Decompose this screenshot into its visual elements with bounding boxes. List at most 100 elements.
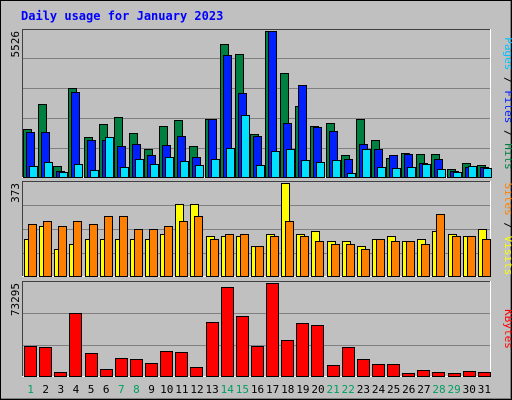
bar-pages-day-30	[468, 166, 477, 178]
bar-pages-day-25	[392, 168, 401, 178]
y-axis-max-label: 5526	[9, 31, 22, 58]
panel-legend-hits: Pages / Files / Hits	[502, 37, 512, 170]
bar-pages-day-15	[241, 115, 250, 178]
bar-pages-day-20	[316, 162, 325, 178]
legend-sites: Sites	[502, 183, 512, 216]
bar-kbytes-day-12	[190, 367, 203, 377]
bar-sites-day-29	[452, 236, 461, 277]
bar-sites-day-21	[331, 244, 340, 277]
x-tick-label-day-25: 25	[387, 383, 400, 396]
x-tick-label-day-24: 24	[372, 383, 386, 396]
x-tick-label-day-5: 5	[88, 383, 95, 396]
bar-kbytes-day-19	[296, 323, 309, 377]
bar-sites-day-24	[376, 239, 385, 277]
bar-pages-day-26	[407, 167, 416, 178]
bar-kbytes-day-14	[221, 287, 234, 377]
bar-kbytes-day-28	[432, 372, 445, 377]
x-tick-label-day-1: 1	[27, 383, 34, 396]
x-tick-label-day-13: 13	[205, 383, 218, 396]
bar-sites-day-16	[255, 246, 264, 277]
bar-sites-day-7	[119, 216, 128, 277]
bar-kbytes-day-13	[206, 322, 219, 377]
bar-sites-day-31	[482, 239, 491, 277]
bar-pages-day-11	[180, 161, 189, 178]
x-tick-label-day-4: 4	[73, 383, 80, 396]
bar-kbytes-day-27	[417, 370, 430, 377]
bar-sites-day-19	[300, 236, 309, 277]
x-tick-label-day-18: 18	[281, 383, 294, 396]
x-tick-label-day-22: 22	[342, 383, 355, 396]
bar-pages-day-22	[347, 173, 356, 178]
bar-pages-day-4	[74, 164, 83, 178]
bar-sites-day-18	[285, 221, 294, 277]
x-tick-label-day-14: 14	[221, 383, 235, 396]
bar-pages-day-31	[483, 168, 492, 178]
bar-kbytes-day-29	[448, 373, 461, 377]
bar-sites-day-15	[240, 234, 249, 277]
bar-kbytes-day-24	[372, 364, 385, 377]
bar-kbytes-day-30	[463, 371, 476, 377]
bar-pages-day-6	[105, 137, 114, 178]
x-tick-label-day-30: 30	[463, 383, 476, 396]
bar-kbytes-day-6	[100, 369, 113, 377]
bar-pages-day-5	[90, 170, 99, 178]
legend-hits: Hits	[502, 143, 512, 170]
x-tick-label-day-8: 8	[133, 383, 140, 396]
bar-pages-day-7	[120, 167, 129, 178]
panel-legend-kbytes: KBytes	[502, 309, 512, 349]
bar-kbytes-day-18	[281, 340, 294, 377]
legend-pages: Pages	[502, 37, 512, 70]
panel-hits: 5526 Pages / Files / Hits	[9, 29, 512, 178]
bar-sites-day-13	[210, 239, 219, 277]
x-tick-label-day-23: 23	[357, 383, 370, 396]
chart-title: Daily usage for January 2023	[21, 9, 223, 23]
bar-sites-day-8	[134, 229, 143, 277]
bar-kbytes-day-11	[175, 352, 188, 377]
bar-sites-day-12	[194, 216, 203, 277]
panel-visits: 373 Sites / Visits	[9, 181, 512, 277]
bar-kbytes-day-3	[54, 372, 67, 377]
bar-kbytes-day-26	[402, 373, 415, 377]
bar-kbytes-day-16	[251, 346, 264, 377]
x-tick-label-day-6: 6	[103, 383, 110, 396]
bar-sites-day-5	[89, 224, 98, 277]
bar-sites-day-11	[179, 221, 188, 277]
x-tick-label-day-27: 27	[417, 383, 430, 396]
x-axis-labels: 1 2 3 4 5 6 7 8 9 10 11 12 13 14 15 16 17 18 19 20 21 22 23 24 2…	[27, 383, 491, 396]
x-tick-label-day-12: 12	[190, 383, 203, 396]
x-tick-label-day-28: 28	[432, 383, 445, 396]
bar-sites-day-28	[436, 214, 445, 277]
legend-visits: Visits	[502, 236, 512, 276]
x-tick-label-day-3: 3	[58, 383, 65, 396]
bar-kbytes-day-9	[145, 363, 158, 377]
bar-pages-day-28	[437, 169, 446, 178]
bar-pages-day-27	[422, 164, 431, 178]
x-tick-label-day-2: 2	[42, 383, 49, 396]
legend-separator: /	[502, 216, 512, 236]
x-tick-label-day-26: 26	[402, 383, 415, 396]
bar-sites-day-22	[346, 244, 355, 277]
bar-pages-day-23	[362, 149, 371, 178]
bar-kbytes-day-20	[311, 325, 324, 377]
bar-kbytes-day-17	[266, 283, 279, 377]
legend-kbytes: KBytes	[502, 309, 512, 349]
bar-pages-day-1	[29, 166, 38, 178]
x-tick-label-day-10: 10	[160, 383, 173, 396]
chart-panels: 5526 Pages / Files / Hits 373 Sites / Visit…	[9, 29, 512, 377]
bar-pages-day-19	[301, 160, 310, 178]
x-tick-label-day-19: 19	[296, 383, 309, 396]
bar-kbytes-day-10	[160, 351, 173, 377]
bar-sites-day-10	[164, 226, 173, 277]
x-tick-label-day-16: 16	[251, 383, 264, 396]
bar-kbytes-day-4	[69, 313, 82, 377]
bar-pages-day-8	[135, 159, 144, 178]
bar-pages-day-12	[195, 165, 204, 178]
bar-pages-day-13	[211, 159, 220, 178]
bar-sites-day-1	[28, 224, 37, 277]
bar-sites-day-26	[406, 241, 415, 277]
bar-pages-day-18	[286, 149, 295, 178]
bar-sites-day-20	[315, 241, 324, 277]
bar-sites-day-6	[104, 216, 113, 277]
bar-kbytes-day-2	[39, 347, 52, 377]
x-tick-label-day-11: 11	[175, 383, 188, 396]
